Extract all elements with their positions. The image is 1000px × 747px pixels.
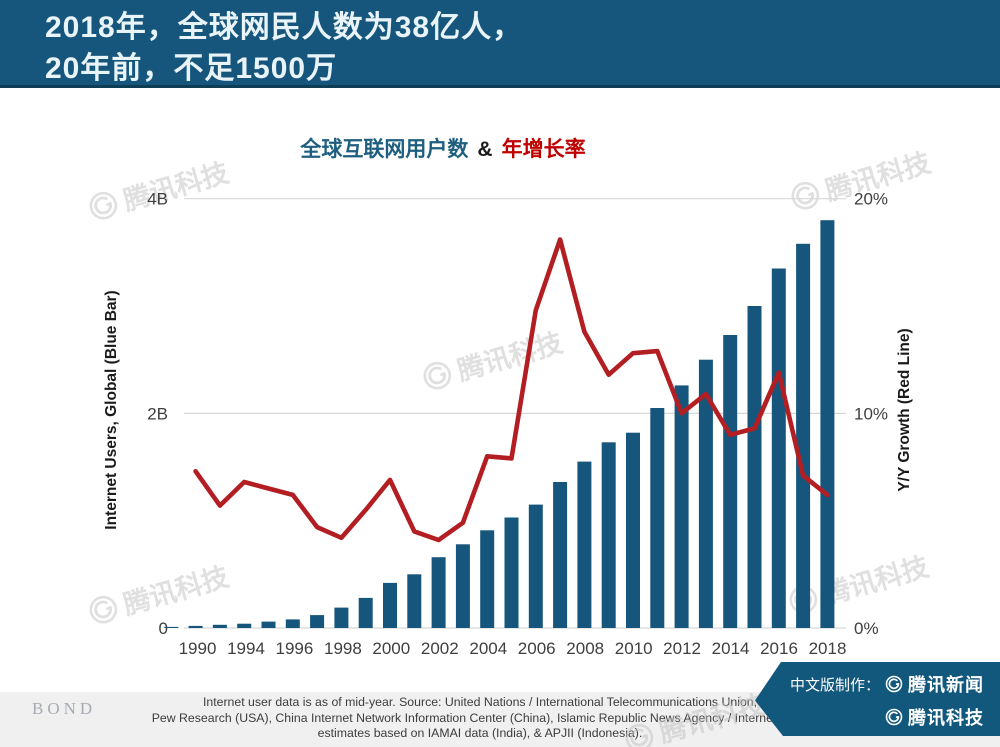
bar-1991 <box>164 626 179 628</box>
x-tick-2002: 2002 <box>421 639 459 658</box>
bar-2009 <box>601 442 616 628</box>
bar-2006 <box>528 504 543 628</box>
x-tick-2016: 2016 <box>760 639 798 658</box>
chart-title-growth: 年增长率 <box>501 138 586 161</box>
right-tick-20%: 20% <box>854 190 888 209</box>
bar-1993 <box>212 624 227 628</box>
banner-row-1: 中文版制作： 腾讯新闻 <box>790 671 984 697</box>
x-tick-1996: 1996 <box>275 639 313 658</box>
left-axis-title: Internet Users, Global (Blue Bar) <box>103 290 120 529</box>
bar-2010 <box>626 432 640 628</box>
x-tick-2018: 2018 <box>809 639 847 658</box>
yy-growth-line <box>193 237 830 543</box>
left-tick-2B: 2B <box>147 404 168 423</box>
bar-2000 <box>383 582 397 628</box>
tencent-news-brand: 腾讯新闻 <box>908 675 984 695</box>
right-tick-0%: 0% <box>854 619 879 638</box>
x-tick-1994: 1994 <box>227 639 265 658</box>
source-line-3: estimates based on IAMAI data (India), &… <box>317 726 643 741</box>
source-line-2: Pew Research (USA), China Internet Netwo… <box>151 710 809 725</box>
bar-2011 <box>650 408 665 628</box>
x-tick-2006: 2006 <box>518 639 556 658</box>
bar-1995 <box>261 621 276 628</box>
chart-title-ampersand: & <box>477 138 493 161</box>
right-axis-tick-labels: 0% 10% 20% <box>854 190 888 638</box>
bar-2001 <box>407 574 422 628</box>
bar-1992 <box>188 625 203 628</box>
bar-1994 <box>237 623 252 628</box>
bar-1997 <box>310 615 325 628</box>
x-tick-2008: 2008 <box>566 639 604 658</box>
bar-2007 <box>553 482 568 628</box>
x-tick-2004: 2004 <box>469 639 507 658</box>
bar-2013 <box>698 359 713 628</box>
banner-row-2: 腾讯科技 <box>885 704 984 730</box>
x-axis-labels: 1990 1994 1996 1998 2000 2002 2004 2006 2008 2010… <box>179 639 847 658</box>
bond-logo: BOND <box>32 699 97 718</box>
bar-2012 <box>674 385 689 628</box>
x-tick-1990: 1990 <box>179 639 217 658</box>
header-line-1: 2018年，全球网民人数为38亿人， <box>45 11 524 44</box>
bar-2003 <box>455 544 470 628</box>
left-axis-tick-labels: 0 2B 4B <box>147 190 168 638</box>
tencent-tech-brand: 腾讯科技 <box>908 708 984 728</box>
source-line-1: Internet user data is as of mid-year. So… <box>202 695 758 709</box>
bar-2014 <box>723 335 738 628</box>
bar-1996 <box>285 619 300 628</box>
bar-2005 <box>504 517 519 628</box>
bar-2015 <box>747 306 762 628</box>
x-tick-1998: 1998 <box>324 639 362 658</box>
header-banner: 2018年，全球网民人数为38亿人， 20年前，不足1500万 <box>0 0 1000 88</box>
bar-1998 <box>334 607 349 628</box>
left-tick-4B: 4B <box>147 190 168 209</box>
x-tick-2010: 2010 <box>615 639 653 658</box>
x-tick-2012: 2012 <box>663 639 701 658</box>
tencent-tech-logo-icon <box>885 708 903 726</box>
banner-credit-label: 中文版制作： <box>789 676 880 694</box>
dual-axis-bar-line-chart: 0 2B 4B 0% 10% 20% Internet Users, Global (Blu… <box>103 190 913 658</box>
bar-2016 <box>771 268 786 628</box>
tencent-news-logo-icon <box>885 675 903 693</box>
right-axis-title: Y/Y Growth (Red Line) <box>896 328 913 491</box>
tencent-credit-banner: 中文版制作： 腾讯新闻 腾讯科技 <box>755 662 1000 736</box>
right-tick-10%: 10% <box>854 404 888 423</box>
left-tick-0: 0 <box>159 619 168 638</box>
bar-1999 <box>358 597 373 628</box>
bar-2004 <box>480 530 495 628</box>
bar-2017 <box>796 243 811 629</box>
bar-2008 <box>577 461 592 628</box>
x-tick-2014: 2014 <box>712 639 750 658</box>
bar-2002 <box>431 557 446 628</box>
chart-title: 全球互联网用户数 & 年增长率 <box>0 133 886 163</box>
bar-2018 <box>820 220 835 628</box>
chart-title-users: 全球互联网用户数 <box>300 138 469 161</box>
internet-users-bars <box>164 220 835 629</box>
header-line-2: 20年前，不足1500万 <box>45 52 338 85</box>
x-tick-2000: 2000 <box>372 639 410 658</box>
